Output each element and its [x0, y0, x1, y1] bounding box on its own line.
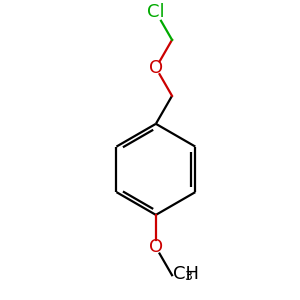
Text: 3: 3 [184, 270, 192, 283]
Text: CH: CH [173, 265, 199, 283]
Text: O: O [149, 238, 163, 256]
Text: Cl: Cl [147, 3, 165, 21]
Text: O: O [149, 59, 163, 77]
